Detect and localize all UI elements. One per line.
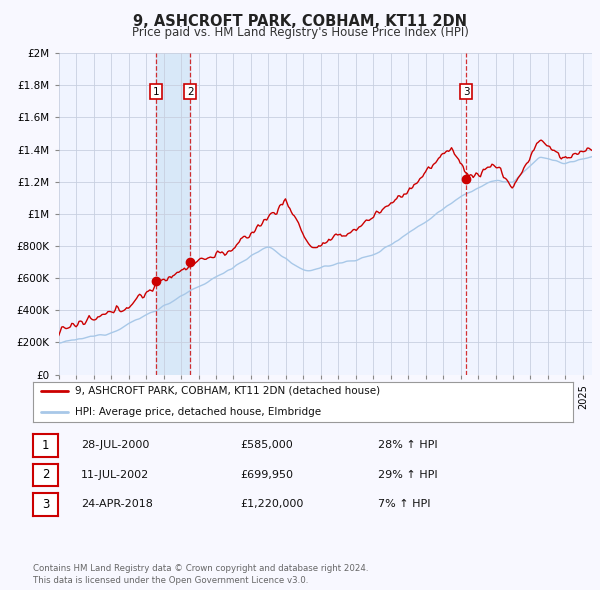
Text: 2: 2 [187, 87, 194, 97]
Text: £585,000: £585,000 [240, 441, 293, 450]
Text: 29% ↑ HPI: 29% ↑ HPI [378, 470, 437, 480]
Text: 9, ASHCROFT PARK, COBHAM, KT11 2DN (detached house): 9, ASHCROFT PARK, COBHAM, KT11 2DN (deta… [75, 385, 380, 395]
Text: 28-JUL-2000: 28-JUL-2000 [81, 441, 149, 450]
Text: 7% ↑ HPI: 7% ↑ HPI [378, 500, 431, 509]
Text: 3: 3 [42, 498, 49, 511]
Text: 28% ↑ HPI: 28% ↑ HPI [378, 441, 437, 450]
Text: £1,220,000: £1,220,000 [240, 500, 304, 509]
Text: HPI: Average price, detached house, Elmbridge: HPI: Average price, detached house, Elmb… [75, 407, 321, 417]
Text: 9, ASHCROFT PARK, COBHAM, KT11 2DN: 9, ASHCROFT PARK, COBHAM, KT11 2DN [133, 14, 467, 28]
Text: 3: 3 [463, 87, 469, 97]
Text: Contains HM Land Registry data © Crown copyright and database right 2024.
This d: Contains HM Land Registry data © Crown c… [33, 565, 368, 585]
Text: 2: 2 [42, 468, 49, 481]
Text: Price paid vs. HM Land Registry's House Price Index (HPI): Price paid vs. HM Land Registry's House … [131, 26, 469, 39]
Text: £699,950: £699,950 [240, 470, 293, 480]
Text: 24-APR-2018: 24-APR-2018 [81, 500, 153, 509]
Text: 1: 1 [153, 87, 160, 97]
Text: 1: 1 [42, 439, 49, 452]
Text: 11-JUL-2002: 11-JUL-2002 [81, 470, 149, 480]
Bar [156, 53, 190, 375]
